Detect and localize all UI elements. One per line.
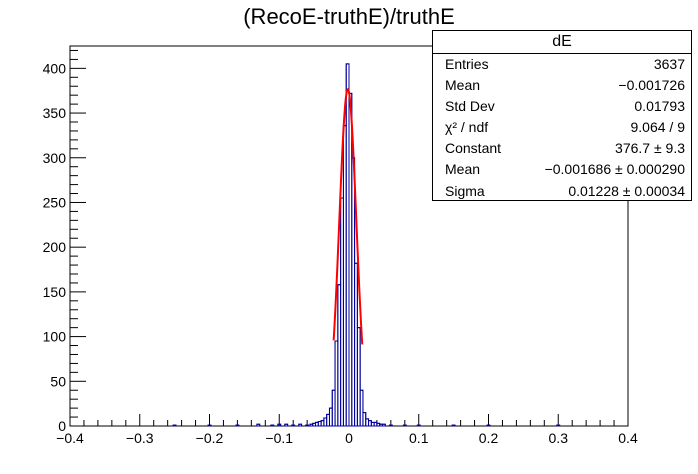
stats-row-entries: Entries 3637 [445, 56, 685, 72]
y-tick-label: 400 [43, 60, 67, 76]
y-tick-label: 300 [43, 150, 67, 166]
stats-row-stddev: Std Dev 0.01793 [445, 98, 685, 115]
y-tick-label: 350 [43, 105, 67, 121]
y-tick-label: 100 [43, 329, 67, 345]
x-tick-label: 0.1 [409, 430, 429, 446]
stats-row-constant: Constant 376.7 ± 9.3 [445, 140, 685, 157]
x-tick-label: −0.4 [56, 430, 84, 446]
stats-box: dE Entries 3637 Mean −0.001726 Std Dev 0.01… [432, 30, 692, 201]
x-tick-label: 0 [345, 430, 353, 446]
stats-row-fit-mean: Mean −0.001686 ± 0.000290 [445, 161, 685, 178]
stats-row-sigma: Sigma 0.01228 ± 0.00034 [445, 182, 685, 199]
chart-title: (RecoE-truthE)/truthE [243, 4, 455, 29]
x-axis: −0.4 −0.3 −0.2 −0.1 0 0.1 0.2 0.3 0.4 [56, 414, 638, 446]
stats-row-mean: Mean −0.001726 [445, 77, 685, 94]
stats-box-title: dE [433, 31, 691, 54]
y-tick-label: 250 [43, 194, 67, 210]
gaussian-fit-curve [332, 88, 364, 345]
x-tick-label: −0.2 [196, 430, 224, 446]
histogram-outline [172, 63, 561, 426]
y-tick-label: 200 [43, 239, 67, 255]
x-tick-label: 0.3 [549, 430, 569, 446]
y-tick-label: 50 [50, 373, 66, 389]
x-tick-label: 0.4 [618, 430, 638, 446]
x-tick-label: −0.1 [265, 430, 293, 446]
x-tick-label: 0.2 [479, 430, 499, 446]
y-tick-label: 0 [58, 418, 66, 434]
y-axis: 0 50 100 150 200 250 300 350 400 [43, 49, 86, 434]
x-tick-label: −0.3 [126, 430, 154, 446]
stats-row-chi2: χ² / ndf 9.064 / 9 [445, 119, 685, 136]
y-tick-label: 150 [43, 284, 67, 300]
